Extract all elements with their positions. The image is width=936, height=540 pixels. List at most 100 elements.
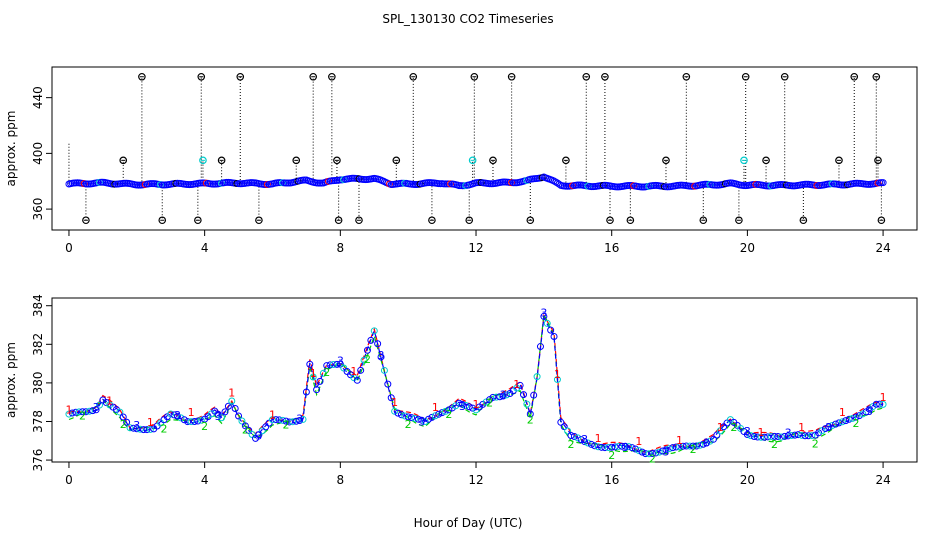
data-point (618, 442, 626, 450)
series-label: 3 (703, 436, 710, 449)
data-point (587, 440, 595, 448)
data-point (567, 431, 575, 439)
data-point (231, 404, 239, 412)
data-point (743, 431, 751, 439)
data-point (642, 450, 650, 458)
series-label: 2 (649, 452, 656, 465)
x-tick-label: 8 (337, 241, 345, 255)
spike-low-point (799, 216, 808, 225)
data-point (197, 416, 205, 424)
data-point (374, 340, 382, 348)
data-point (190, 418, 198, 426)
data-point (146, 425, 154, 433)
series-label: 1 (757, 426, 764, 439)
series-label: 2 (160, 422, 167, 435)
y-tick-label: 400 (31, 142, 45, 165)
series-label: 3 (581, 433, 588, 446)
series-label: 1 (228, 387, 235, 400)
data-point (299, 415, 307, 423)
series-label: 1 (473, 398, 480, 411)
data-point (608, 443, 616, 451)
data-point (852, 413, 860, 421)
series-label: 2 (852, 417, 859, 430)
data-point (523, 400, 531, 408)
data-point (872, 400, 880, 408)
data-point (764, 433, 772, 441)
data-point (129, 424, 137, 432)
data-point (713, 431, 721, 439)
y-tick-label: 382 (31, 333, 45, 356)
data-point (492, 393, 500, 401)
data-point (686, 442, 694, 450)
data-point (326, 361, 334, 369)
data-point (387, 394, 395, 402)
data-point (496, 393, 504, 401)
spike-low-point (465, 216, 474, 225)
data-point (180, 416, 188, 424)
data-point (136, 425, 144, 433)
data-point (584, 439, 592, 447)
x-tick-label: 4 (201, 241, 209, 255)
series-label: 2 (323, 366, 330, 379)
data-point (363, 346, 371, 354)
spike-mid-point (874, 156, 882, 165)
data-point (655, 448, 663, 456)
series-label: 2 (527, 413, 534, 426)
series-label: 1 (635, 435, 642, 448)
data-point (754, 433, 762, 441)
data-point (319, 369, 327, 377)
series-label: 1 (65, 404, 72, 417)
data-point (194, 417, 202, 425)
data-point (126, 424, 134, 432)
series-label: 3 (337, 354, 344, 367)
spike-high-point (872, 72, 881, 81)
data-point (469, 404, 477, 412)
data-point (455, 399, 463, 407)
data-point (140, 426, 148, 434)
data-point (625, 443, 633, 451)
data-point (377, 353, 385, 361)
series-label: 3 (785, 427, 792, 440)
series-label: 3 (744, 425, 751, 438)
data-point (116, 408, 124, 416)
data-point (781, 432, 789, 440)
spike-high-point (236, 72, 245, 81)
data-point (676, 443, 684, 451)
data-point (174, 412, 182, 420)
series-label: 2 (79, 410, 86, 423)
data-point (177, 414, 185, 422)
data-point (418, 416, 426, 424)
data-point (821, 425, 829, 433)
top-panel: 0 4 8 12 16 20 24 360 400 440 approx. ppm (4, 66, 918, 255)
data-point (330, 361, 338, 369)
data-point (526, 410, 534, 418)
spike-high-point (138, 72, 146, 81)
data-point (798, 431, 806, 439)
data-point (645, 450, 653, 458)
data-point (255, 431, 263, 439)
spike-mid-point (217, 156, 226, 165)
data-point (547, 326, 555, 334)
data-point (669, 444, 677, 452)
spike-low-point (255, 216, 263, 225)
y-tick-label: 384 (31, 294, 45, 317)
series-label: 3 (255, 430, 262, 443)
data-point (581, 438, 589, 446)
data-point (441, 407, 449, 415)
series-label: 1 (350, 365, 357, 378)
series-label: 3 (662, 446, 669, 459)
series-label: 3 (378, 349, 385, 362)
data-point (533, 373, 541, 381)
data-point (218, 414, 226, 422)
data-point (859, 410, 867, 418)
x-tick-label: 16 (604, 241, 619, 255)
data-point (425, 415, 433, 423)
spike-mid-point (333, 156, 341, 165)
data-point (75, 408, 83, 416)
data-point (832, 420, 840, 428)
data-point (445, 406, 453, 414)
data-point (591, 442, 599, 450)
series-label: 3 (540, 307, 547, 320)
spike-low-point (194, 216, 202, 225)
